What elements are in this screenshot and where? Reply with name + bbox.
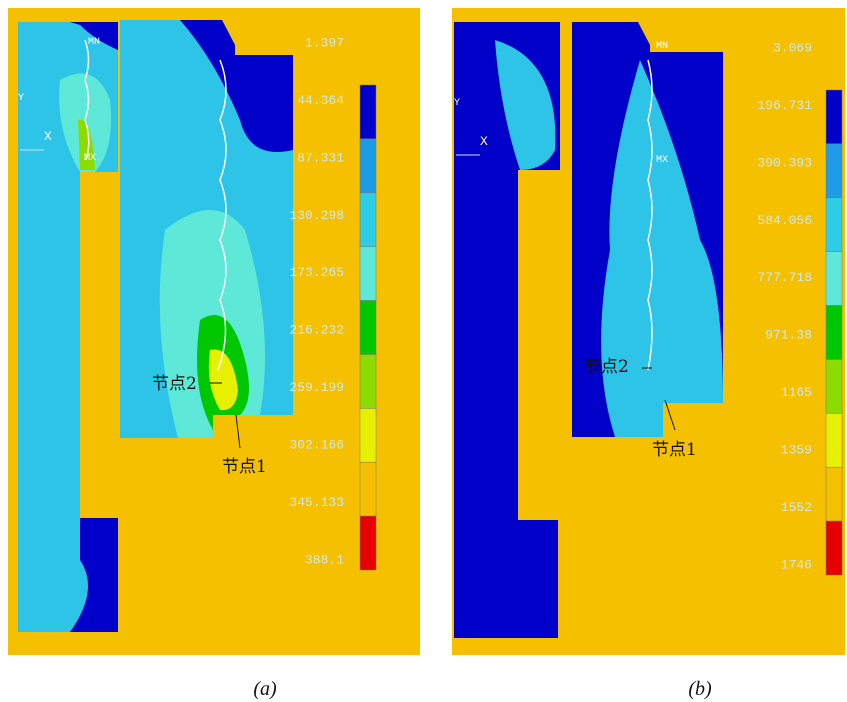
- legend-label: 173.265: [289, 265, 344, 280]
- peak-region: [208, 349, 238, 411]
- low-region: [70, 518, 118, 632]
- legend-band: [825, 143, 843, 199]
- legend-label: 216.232: [289, 323, 344, 338]
- legend-band: [359, 354, 377, 409]
- panel-b: 3.069 196.731 390.393 584.056 777.718 971.38 1…: [452, 8, 845, 655]
- legend-label: 971.38: [765, 328, 812, 343]
- caption: (a): [253, 678, 277, 700]
- mid-region: [495, 40, 556, 170]
- legend-band: [359, 408, 377, 463]
- legend-label: 302.166: [289, 438, 344, 453]
- min-label: MN: [656, 41, 668, 52]
- legend-label: 1746: [781, 557, 812, 572]
- axis-y-label: Y: [454, 98, 460, 109]
- legend-label: 390.393: [757, 155, 812, 170]
- node-2-label: 节点2: [152, 374, 197, 394]
- legend-label: 777.718: [757, 270, 812, 285]
- legend-band: [359, 246, 377, 301]
- legend-label: 3.069: [773, 40, 812, 55]
- node-1-label: 节点1: [652, 440, 697, 460]
- left-part: [18, 22, 118, 632]
- axis-y-label: Y: [18, 93, 24, 104]
- mid-region: [601, 60, 723, 437]
- low-region: [70, 22, 118, 50]
- axis-x-label: X: [44, 129, 52, 144]
- legend-band: [359, 461, 377, 517]
- legend-label: 1.397: [305, 35, 344, 50]
- thread-profile: [84, 39, 90, 161]
- legend-label: 1165: [781, 385, 812, 400]
- pointer: [664, 399, 676, 431]
- panel-a: 1.397 44.364 87.331 130.298 173.265 216.232 25…: [8, 8, 420, 655]
- node-2-label: 节点2: [584, 357, 629, 377]
- legend-label: 130.298: [289, 208, 344, 223]
- legend-band: [359, 84, 377, 140]
- legend-band: [825, 89, 843, 145]
- legend-label: 87.331: [297, 150, 344, 165]
- node-1-label: 节点1: [222, 457, 267, 477]
- legend-band: [359, 515, 377, 571]
- max-label: MX: [656, 155, 668, 166]
- max-label: MX: [84, 153, 96, 164]
- legend-band: [825, 413, 843, 468]
- legend-band: [359, 138, 377, 194]
- legend-label: 584.056: [757, 213, 812, 228]
- legend-band: [825, 197, 843, 252]
- legend-band: [825, 251, 843, 306]
- thread-profile: [217, 59, 227, 371]
- low-region: [180, 20, 293, 152]
- legend-band: [825, 305, 843, 360]
- left-part: [454, 22, 560, 638]
- legend-label: 1359: [781, 443, 812, 458]
- axis-x-label: X: [480, 134, 488, 149]
- caption: (b): [688, 678, 712, 700]
- legend-label: 345.133: [289, 495, 344, 510]
- legend-label: 1552: [781, 500, 812, 515]
- legend-label: 259.199: [289, 380, 344, 395]
- high-region: [78, 119, 95, 170]
- legend-band: [825, 466, 843, 522]
- legend-band: [359, 192, 377, 247]
- legend-label: 388.1: [305, 552, 344, 567]
- legend-label: 196.731: [757, 98, 812, 113]
- thread-profile: [647, 59, 653, 371]
- legend-label: 44.364: [297, 93, 344, 108]
- legend-band: [359, 300, 377, 355]
- legend-band: [825, 520, 843, 576]
- min-label: MN: [88, 37, 100, 48]
- legend-band: [825, 359, 843, 414]
- pointer: [235, 414, 241, 449]
